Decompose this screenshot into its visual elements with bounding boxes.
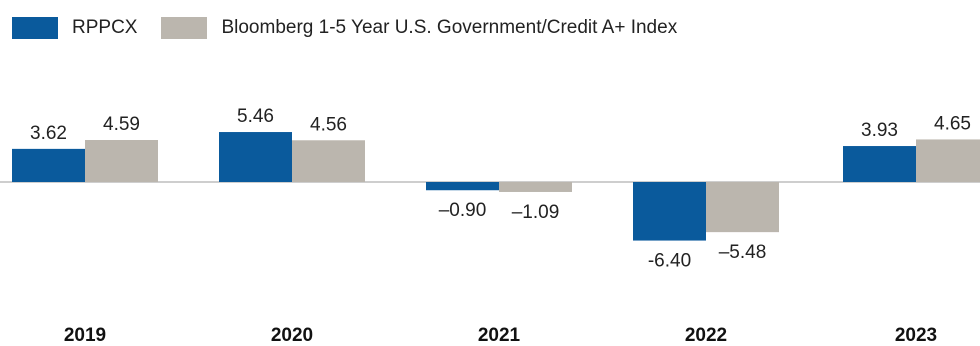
value-label-index-2023: 4.65 — [934, 113, 971, 134]
bar-rppcx-2022 — [633, 182, 706, 241]
legend-item-rppcx: RPPCX — [12, 17, 137, 39]
bar-index-2019 — [85, 140, 158, 182]
legend-label-rppcx: RPPCX — [72, 17, 138, 38]
value-label-rppcx-2019: 3.62 — [30, 123, 67, 144]
category-label-2019: 2019 — [64, 325, 106, 346]
value-label-rppcx-2022: -6.40 — [648, 251, 691, 272]
bar-index-2022 — [706, 182, 779, 233]
category-label-2022: 2022 — [685, 325, 727, 346]
value-label-rppcx-2020: 5.46 — [237, 106, 274, 127]
value-label-index-2021: –1.09 — [512, 202, 560, 223]
legend-label-index: Bloomberg 1-5 Year U.S. Government/Credi… — [221, 17, 678, 38]
bar-rppcx-2019 — [12, 148, 85, 182]
bar-rppcx-2020 — [219, 132, 292, 182]
category-label-2023: 2023 — [895, 325, 937, 346]
value-label-rppcx-2021: –0.90 — [439, 200, 487, 221]
value-label-index-2022: –5.48 — [719, 242, 767, 263]
category-label-2021: 2021 — [478, 325, 521, 346]
bar-index-2021 — [499, 182, 572, 192]
legend-swatch-index — [161, 17, 208, 39]
legend-item-index: Bloomberg 1-5 Year U.S. Government/Credi… — [161, 17, 677, 39]
legend-swatch-rppcx — [12, 17, 58, 39]
bar-rppcx-2021 — [426, 182, 499, 191]
bar-index-2023 — [916, 139, 980, 182]
category-label-2020: 2020 — [271, 325, 313, 346]
legend: RPPCX Bloomberg 1-5 Year U.S. Government… — [12, 14, 701, 42]
value-label-index-2019: 4.59 — [103, 114, 140, 135]
value-label-index-2020: 4.56 — [310, 114, 347, 135]
bar-rppcx-2023 — [843, 146, 916, 182]
bar-index-2020 — [292, 140, 365, 182]
value-label-rppcx-2023: 3.93 — [861, 120, 898, 141]
